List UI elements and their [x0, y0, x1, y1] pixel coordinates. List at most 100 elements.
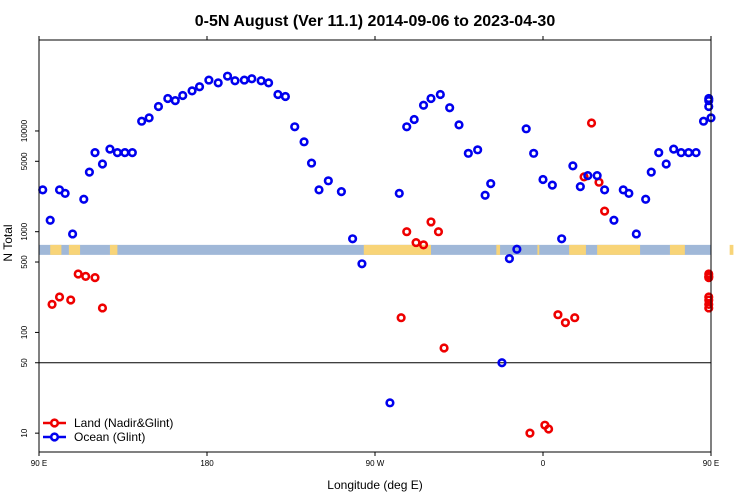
point-ocean — [247, 74, 257, 84]
point-ocean — [691, 147, 701, 158]
legend-label: Land (Nadir&Glint) — [74, 416, 173, 430]
point-ocean — [105, 144, 115, 154]
point-ocean — [676, 147, 686, 158]
x-tick-label: 90 W — [366, 459, 385, 468]
point-ocean — [153, 101, 164, 112]
point-ocean — [698, 116, 709, 126]
y-tick-label: 50 — [20, 358, 29, 367]
point-ocean — [646, 167, 656, 177]
point-ocean — [454, 120, 464, 130]
point-ocean — [213, 78, 223, 88]
y-tick-label: 100 — [20, 325, 29, 339]
point-ocean — [394, 188, 404, 198]
point-ocean — [445, 103, 455, 113]
point-ocean — [599, 185, 610, 195]
point-land — [439, 343, 449, 353]
point-ocean — [38, 185, 48, 195]
point-ocean — [314, 185, 324, 195]
point-ocean — [409, 114, 419, 125]
point-ocean — [583, 171, 593, 181]
point-land — [704, 273, 714, 283]
point-land — [73, 269, 83, 279]
y-axis: 10 50 100 500 1000 5000 10000 — [20, 119, 39, 438]
point-land — [81, 271, 91, 281]
point-land — [54, 292, 65, 302]
point-ocean — [170, 96, 180, 106]
point-ocean — [178, 90, 188, 101]
y-tick-label: 10000 — [20, 119, 29, 142]
x-tick-label: 0 — [541, 459, 546, 468]
point-ocean — [609, 215, 619, 225]
band-land-segment — [68, 244, 81, 255]
point-ocean — [575, 182, 585, 192]
point-land — [704, 295, 714, 305]
point-ocean — [90, 147, 100, 158]
x-axis: 90 E 180 90 W 0 90 E — [31, 36, 719, 468]
point-ocean — [473, 145, 483, 155]
point-ocean — [385, 398, 395, 408]
point-ocean — [84, 167, 94, 177]
y-tick-label: 10 — [20, 428, 29, 437]
point-ocean — [669, 144, 679, 154]
legend-swatch-marker — [49, 432, 60, 442]
chart-title: 0-5N August (Ver 11.1) 2014-09-06 to 202… — [195, 13, 556, 30]
point-ocean — [418, 100, 429, 110]
y-tick-label: 500 — [20, 255, 29, 269]
point-ocean — [204, 75, 214, 85]
point-land — [553, 310, 563, 320]
point-ocean — [538, 174, 548, 185]
point-ocean — [568, 161, 578, 171]
point-ocean — [67, 229, 78, 239]
point-ocean — [631, 229, 641, 239]
point-ocean — [504, 254, 515, 264]
point-land — [402, 227, 412, 237]
band-land-segment — [729, 244, 734, 255]
point-ocean — [402, 122, 412, 132]
point-land — [426, 217, 436, 227]
point-land — [525, 428, 535, 438]
point-ocean — [683, 147, 694, 158]
band-land-segment — [50, 244, 62, 255]
point-ocean — [194, 82, 205, 92]
point-ocean — [239, 75, 249, 85]
point-ocean — [222, 71, 233, 81]
band-land-segment — [109, 244, 118, 255]
legend-swatch-marker — [49, 418, 60, 428]
point-ocean — [426, 93, 436, 104]
point-land — [560, 318, 571, 328]
point-ocean — [512, 244, 522, 254]
surface-band — [39, 244, 734, 255]
point-ocean — [336, 187, 347, 197]
point-ocean — [435, 89, 445, 100]
point-ocean — [230, 76, 240, 86]
point-ocean — [557, 234, 567, 244]
point-land — [97, 303, 108, 313]
point-ocean — [624, 188, 634, 198]
point-ocean — [654, 147, 664, 158]
point-land — [47, 299, 57, 309]
point-ocean — [480, 190, 490, 200]
point-ocean — [273, 89, 283, 100]
point-ocean — [45, 215, 55, 225]
point-ocean — [704, 96, 714, 106]
point-ocean — [521, 124, 531, 134]
x-axis-label: Longitude (deg E) — [327, 478, 422, 492]
point-ocean — [306, 158, 317, 168]
point-ocean — [163, 93, 173, 104]
point-land — [586, 118, 597, 128]
point-land — [418, 240, 429, 250]
point-ocean — [256, 76, 266, 86]
x-tick-label: 90 E — [703, 459, 719, 468]
point-ocean — [641, 194, 651, 204]
legend: Land (Nadir&Glint)Ocean (Glint) — [43, 416, 173, 444]
point-ocean — [661, 159, 671, 169]
point-land — [90, 273, 100, 283]
point-land — [433, 227, 444, 237]
point-ocean — [137, 116, 147, 126]
point-ocean — [497, 358, 507, 368]
x-tick-label: 180 — [200, 459, 214, 468]
point-ocean — [120, 147, 130, 158]
point-ocean — [127, 147, 137, 158]
band-land-segment — [363, 244, 431, 255]
